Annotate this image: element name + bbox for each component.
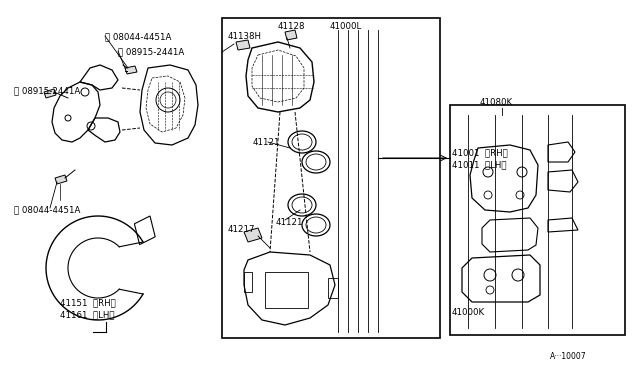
Text: 41121: 41121 bbox=[253, 138, 280, 147]
Text: A···10007: A···10007 bbox=[550, 352, 587, 361]
Polygon shape bbox=[44, 89, 56, 98]
Text: 41217: 41217 bbox=[228, 225, 255, 234]
Polygon shape bbox=[55, 175, 67, 184]
Polygon shape bbox=[125, 66, 137, 74]
Text: 41080K: 41080K bbox=[480, 98, 513, 107]
Text: 41000L: 41000L bbox=[330, 22, 362, 31]
Bar bbox=[222, 18, 440, 338]
Polygon shape bbox=[285, 30, 297, 40]
Text: Ⓑ 08044-4451A: Ⓑ 08044-4451A bbox=[105, 32, 172, 41]
Polygon shape bbox=[236, 40, 250, 50]
Text: Ⓦ 08915-2441A: Ⓦ 08915-2441A bbox=[14, 86, 80, 95]
Text: Ⓦ 08915-2441A: Ⓦ 08915-2441A bbox=[118, 47, 184, 56]
Text: 41011  〈LH〉: 41011 〈LH〉 bbox=[452, 160, 506, 169]
Bar bbox=[450, 105, 625, 335]
Text: 41121: 41121 bbox=[276, 218, 303, 227]
Polygon shape bbox=[244, 228, 262, 242]
Text: 41151  〈RH〉: 41151 〈RH〉 bbox=[60, 298, 116, 307]
Text: 41138H: 41138H bbox=[228, 32, 262, 41]
Text: 41128: 41128 bbox=[278, 22, 305, 31]
Text: Ⓑ 08044-4451A: Ⓑ 08044-4451A bbox=[14, 205, 81, 214]
Text: 41161  〈LH〉: 41161 〈LH〉 bbox=[60, 310, 115, 319]
Text: 41001  〈RH〉: 41001 〈RH〉 bbox=[452, 148, 508, 157]
Text: 41000K: 41000K bbox=[452, 308, 485, 317]
